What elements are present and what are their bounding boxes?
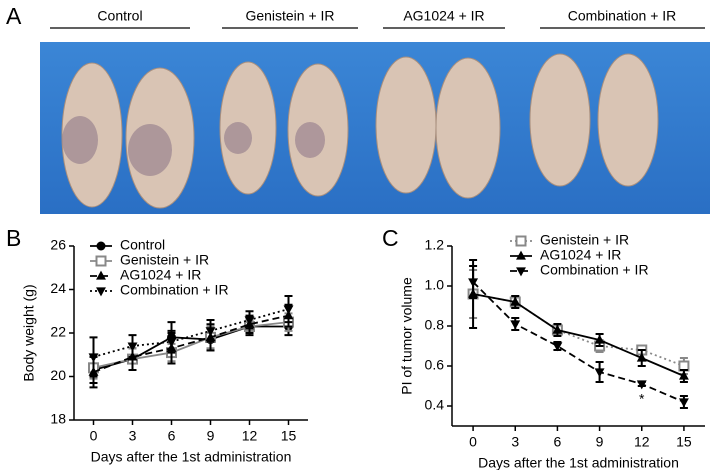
marker	[244, 316, 255, 326]
y-tick-label: 1.2	[425, 237, 445, 253]
y-tick-label: 18	[50, 411, 66, 427]
photo	[40, 42, 710, 214]
x-tick-label: 6	[168, 428, 176, 444]
y-tick-label: 0.8	[425, 317, 445, 333]
marker	[510, 320, 521, 330]
legend-label: Combination + IR	[120, 282, 229, 298]
marker	[127, 342, 138, 352]
legend-marker	[516, 267, 526, 277]
marker	[468, 278, 479, 288]
series-line	[93, 314, 289, 373]
panel-label: B	[6, 225, 21, 251]
legend-marker	[96, 241, 106, 251]
series-line	[93, 321, 289, 369]
x-tick-label: 0	[469, 434, 477, 450]
y-tick-label: 26	[50, 237, 66, 253]
marker	[636, 380, 647, 390]
group-label: AG1024 + IR	[403, 8, 484, 24]
x-tick-label: 12	[634, 434, 650, 450]
marker	[678, 370, 689, 380]
marker	[552, 324, 563, 334]
legend-marker	[516, 250, 526, 260]
legend-marker	[95, 255, 107, 267]
marker	[166, 338, 177, 348]
x-tick-label: 6	[554, 434, 562, 450]
x-tick-label: 15	[281, 428, 297, 444]
legend-marker	[96, 287, 106, 297]
series-line	[472, 293, 685, 377]
x-tick-label: 3	[129, 428, 137, 444]
legend-label: Combination + IR	[540, 262, 649, 278]
x-tick-label: 9	[207, 428, 215, 444]
marker	[283, 305, 294, 315]
group-label: Control	[97, 8, 142, 24]
y-axis-label: PI of tumor volume	[399, 277, 415, 395]
series-line	[472, 281, 685, 403]
marker	[552, 342, 563, 352]
y-axis-label: Body weight (g)	[21, 284, 37, 381]
x-tick-label: 15	[676, 434, 692, 450]
legend-marker	[96, 270, 106, 280]
group-label: Genistein + IR	[245, 8, 334, 24]
group-label: Combination + IR	[568, 8, 677, 24]
marker	[88, 353, 99, 363]
legend-label: Control	[120, 237, 165, 253]
series-line	[472, 293, 685, 367]
legend-label: AG1024 + IR	[540, 247, 621, 263]
y-tick-label: 22	[50, 324, 66, 340]
x-tick-label: 9	[596, 434, 604, 450]
x-axis-label: Days after the 1st administration	[91, 449, 292, 465]
x-tick-label: 12	[242, 428, 258, 444]
panel-label: C	[382, 225, 399, 251]
marker	[594, 368, 605, 378]
legend-label: AG1024 + IR	[120, 267, 201, 283]
y-tick-label: 0.6	[425, 357, 445, 373]
y-tick-label: 1.0	[425, 277, 445, 293]
marker	[510, 296, 521, 306]
marker	[594, 334, 605, 344]
panel-label: A	[6, 3, 22, 29]
x-tick-label: 3	[511, 434, 519, 450]
y-tick-label: 0.4	[425, 397, 445, 413]
x-tick-label: 0	[90, 428, 98, 444]
marker	[678, 398, 689, 408]
series-line	[93, 308, 289, 358]
legend-label: Genistein + IR	[120, 252, 209, 268]
y-tick-label: 20	[50, 367, 66, 383]
x-axis-label: Days after the 1st administration	[478, 455, 679, 470]
marker	[205, 327, 216, 337]
legend-marker	[515, 235, 527, 247]
legend-label: Genistein + IR	[540, 232, 629, 248]
marker	[636, 352, 647, 362]
y-tick-label: 24	[50, 280, 66, 296]
annotation: *	[639, 391, 645, 407]
